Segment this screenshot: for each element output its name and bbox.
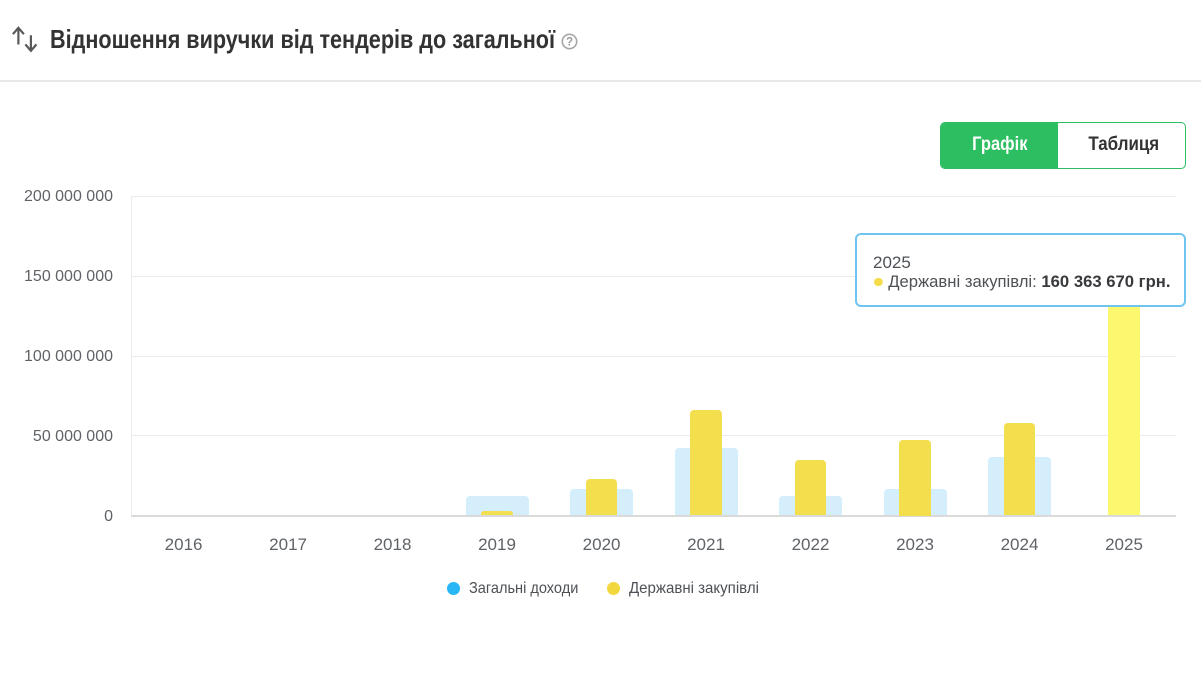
svg-text:?: ?	[566, 36, 573, 48]
